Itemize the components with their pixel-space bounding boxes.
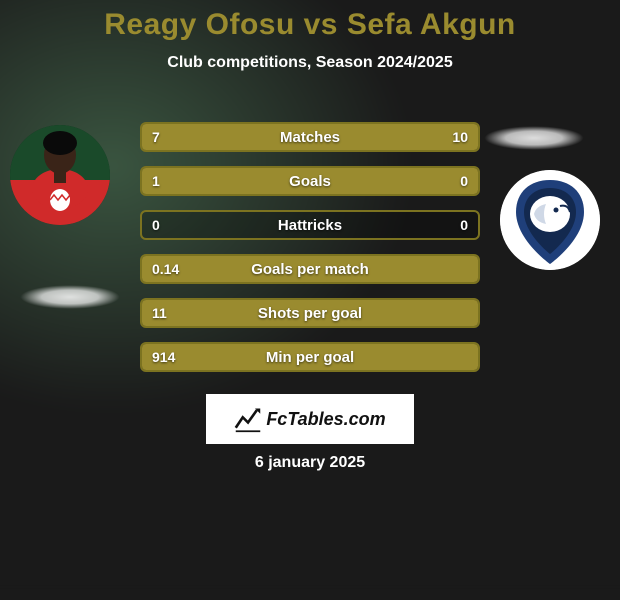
subtitle: Club competitions, Season 2024/2025 <box>0 54 620 72</box>
stat-value-right: 0 <box>460 212 468 238</box>
stat-row: Hattricks0 0 <box>140 210 480 240</box>
player-right-shadow <box>484 126 584 150</box>
stat-row: Min per goal914 <box>140 342 480 372</box>
stat-value-left: 11 <box>152 300 167 326</box>
stat-bar-track: Matches7 10 <box>140 122 480 152</box>
stat-value-right: 10 <box>452 124 468 150</box>
stat-row: Matches7 10 <box>140 122 480 152</box>
date-label: 6 january 2025 <box>255 454 365 472</box>
stat-bar-track: Min per goal914 <box>140 342 480 372</box>
stat-value-left: 1 <box>152 168 160 194</box>
page-title: Reagy Ofosu vs Sefa Akgun <box>0 0 620 42</box>
stat-value-left: 0.14 <box>152 256 179 282</box>
stat-bar-track: Goals1 0 <box>140 166 480 196</box>
brand-text: FcTables.com <box>266 409 385 430</box>
stat-label: Hattricks <box>142 212 478 238</box>
player-left-shadow <box>20 285 120 309</box>
stats-container: Matches710Goals10Hattricks00Goals per ma… <box>140 122 480 386</box>
player-left-avatar <box>10 125 110 225</box>
player-right-club-badge <box>500 170 600 270</box>
club-badge-icon <box>500 170 600 270</box>
stat-label: Goals <box>142 168 478 194</box>
stat-label: Min per goal <box>142 344 478 370</box>
stat-row: Shots per goal11 <box>140 298 480 328</box>
stat-value-left: 7 <box>152 124 160 150</box>
stat-label: Goals per match <box>142 256 478 282</box>
brand-badge[interactable]: FcTables.com <box>206 394 414 444</box>
stat-value-left: 0 <box>152 212 160 238</box>
stat-value-left: 914 <box>152 344 175 370</box>
stat-value-right: 0 <box>460 168 468 194</box>
stat-label: Matches <box>142 124 478 150</box>
stat-row: Goals per match0.14 <box>140 254 480 284</box>
stat-label: Shots per goal <box>142 300 478 326</box>
stat-bar-track: Shots per goal11 <box>140 298 480 328</box>
stat-bar-track: Goals per match0.14 <box>140 254 480 284</box>
stat-row: Goals1 0 <box>140 166 480 196</box>
stat-bar-track: Hattricks0 0 <box>140 210 480 240</box>
brand-logo-icon <box>234 405 262 433</box>
player-left-portrait <box>10 125 110 225</box>
